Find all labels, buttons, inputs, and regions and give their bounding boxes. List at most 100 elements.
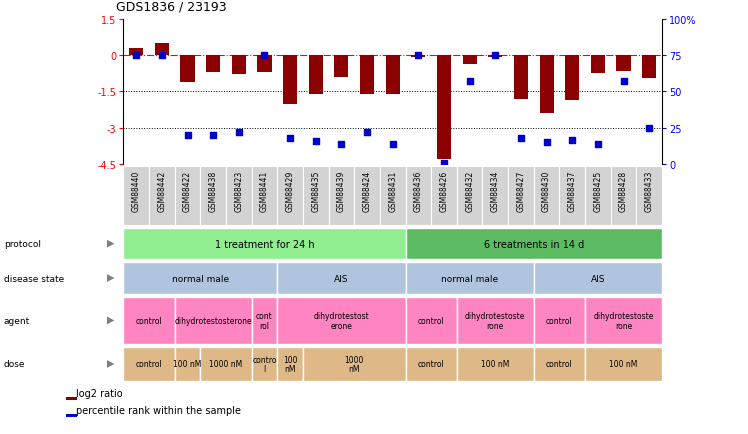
Point (412, 53, 424, 59)
Point (233, 129, 245, 136)
Text: GSM88438: GSM88438 (209, 170, 218, 211)
Text: dose: dose (4, 360, 25, 368)
Text: GSM88434: GSM88434 (491, 170, 500, 211)
Bar (251, 347, 278, 381)
Bar (66, 414, 77, 418)
Text: GSM88441: GSM88441 (260, 170, 269, 211)
Bar (560, 167, 585, 226)
Bar (149, 167, 175, 226)
Text: GSM88439: GSM88439 (337, 170, 346, 211)
Bar (200, 347, 251, 381)
Point (207, 132, 219, 139)
Text: GSM88426: GSM88426 (440, 170, 449, 211)
Bar (585, 347, 662, 381)
Bar (457, 167, 482, 226)
Text: GDS1836 / 23193: GDS1836 / 23193 (116, 0, 227, 13)
Point (515, 135, 527, 142)
Bar (457, 297, 534, 344)
Bar (129, 49, 144, 56)
Text: log2 ratio: log2 ratio (76, 388, 123, 398)
Text: dihydrotestoste
rone: dihydrotestoste rone (593, 312, 654, 330)
Bar (539, 56, 554, 114)
Bar (303, 167, 328, 226)
Bar (565, 56, 579, 101)
Bar (637, 167, 662, 226)
Point (182, 132, 194, 139)
Bar (123, 263, 278, 294)
Bar (405, 297, 457, 344)
Text: 100 nM: 100 nM (481, 360, 509, 368)
Bar (431, 167, 457, 226)
Bar (386, 56, 399, 95)
Bar (405, 167, 431, 226)
Text: GSM88424: GSM88424 (363, 170, 372, 211)
Bar (405, 263, 534, 294)
Bar (278, 167, 303, 226)
Text: GSM88429: GSM88429 (286, 170, 295, 211)
Text: dihydrotestost
erone: dihydrotestost erone (313, 312, 370, 330)
Text: GSM88437: GSM88437 (568, 170, 577, 211)
Point (592, 141, 604, 148)
Point (284, 135, 296, 142)
Bar (200, 167, 226, 226)
Point (489, 53, 501, 59)
Bar (309, 56, 323, 95)
Text: GSM88440: GSM88440 (132, 170, 141, 211)
Bar (642, 56, 656, 79)
Bar (585, 297, 662, 344)
Text: GSM88425: GSM88425 (593, 170, 602, 211)
Bar (283, 56, 297, 104)
Bar (278, 297, 405, 344)
Bar (206, 56, 220, 73)
Bar (226, 167, 251, 226)
Bar (462, 56, 476, 64)
Bar (251, 167, 278, 226)
Text: GSM88433: GSM88433 (645, 170, 654, 211)
Text: disease state: disease state (4, 274, 64, 283)
Text: percentile rank within the sample: percentile rank within the sample (76, 405, 241, 415)
Text: GSM88430: GSM88430 (542, 170, 551, 211)
Text: dihydrotestoste
rone: dihydrotestoste rone (465, 312, 526, 330)
Bar (482, 167, 508, 226)
Bar (488, 56, 503, 58)
Bar (508, 167, 534, 226)
Text: GSM88422: GSM88422 (183, 170, 192, 211)
Point (310, 138, 322, 145)
Bar (514, 56, 528, 99)
Bar (355, 167, 380, 226)
Bar (155, 44, 169, 56)
Bar (437, 56, 451, 160)
Bar (232, 56, 246, 75)
Bar (457, 347, 534, 381)
Text: 6 treatments in 14 d: 6 treatments in 14 d (484, 239, 584, 249)
Text: dihydrotestosterone: dihydrotestosterone (174, 316, 252, 325)
Bar (534, 297, 585, 344)
Text: GSM88431: GSM88431 (388, 170, 397, 211)
Text: AIS: AIS (334, 274, 349, 283)
Text: control: control (418, 316, 444, 325)
Bar (251, 297, 278, 344)
Text: control: control (418, 360, 444, 368)
Text: 1000 nM: 1000 nM (209, 360, 242, 368)
Bar (175, 347, 200, 381)
Text: GSM88436: GSM88436 (414, 170, 423, 211)
Bar (175, 167, 200, 226)
Text: GSM88427: GSM88427 (516, 170, 525, 211)
Bar (360, 56, 374, 95)
Bar (534, 167, 560, 226)
Bar (303, 347, 405, 381)
Point (387, 141, 399, 148)
Bar (610, 167, 637, 226)
Bar (66, 397, 77, 400)
Text: control: control (546, 360, 573, 368)
Bar (334, 56, 349, 78)
Text: GSM88432: GSM88432 (465, 170, 474, 211)
Bar (328, 167, 355, 226)
Text: 100 nM: 100 nM (610, 360, 638, 368)
Bar (123, 167, 149, 226)
Text: cont
rol: cont rol (256, 312, 273, 330)
Point (361, 129, 373, 136)
Text: 100 nM: 100 nM (174, 360, 202, 368)
Text: control: control (546, 316, 573, 325)
Bar (123, 228, 405, 260)
